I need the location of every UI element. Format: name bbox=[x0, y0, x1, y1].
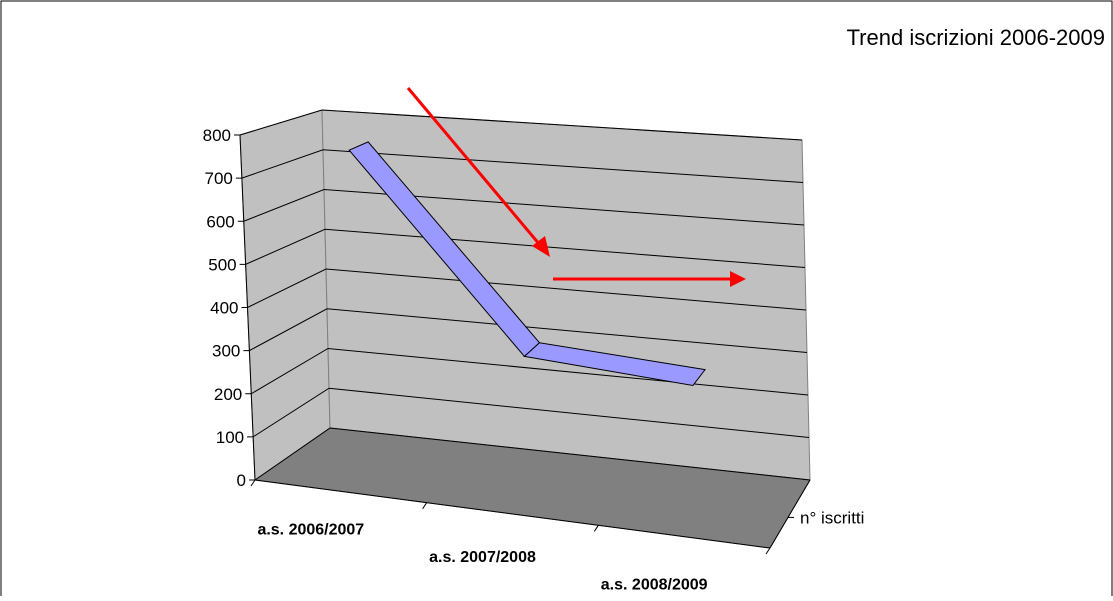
z-axis bbox=[769, 479, 811, 549]
grid-line bbox=[247, 268, 807, 311]
x-tick-label: a.s. 2006/2007 bbox=[257, 521, 364, 538]
y-tick-label: 0 bbox=[237, 471, 246, 490]
y-axis bbox=[239, 134, 256, 481]
grid-line bbox=[249, 308, 808, 353]
grid-line bbox=[252, 387, 810, 438]
x-tick-label: a.s. 2007/2008 bbox=[429, 549, 536, 566]
arrow-right bbox=[553, 271, 746, 287]
grid-line bbox=[243, 188, 805, 226]
grid-line bbox=[241, 149, 804, 183]
y-tick-label: 600 bbox=[206, 212, 234, 231]
x-tick-label: a.s. 2008/2009 bbox=[601, 577, 708, 594]
grid-line bbox=[245, 228, 806, 268]
legend-label: n° iscritti bbox=[800, 508, 864, 527]
x-tick-mark bbox=[593, 525, 599, 532]
ribbon-segment bbox=[523, 342, 706, 387]
plot-area: 0 100 200 300 400 500 600 700 800 a.s. 2006/2007 a… bbox=[203, 109, 864, 594]
y-tick-label: 300 bbox=[212, 342, 240, 361]
x-tick-mark bbox=[422, 502, 428, 509]
y-tick-label: 100 bbox=[216, 428, 244, 447]
x-axis bbox=[254, 479, 771, 549]
x-tick-mark bbox=[765, 547, 771, 555]
y-tick-label: 500 bbox=[208, 255, 236, 274]
grid-line bbox=[239, 109, 803, 141]
y-tick-label: 800 bbox=[203, 126, 231, 145]
grid-line bbox=[254, 427, 811, 481]
y-tick-label: 700 bbox=[205, 169, 233, 188]
y-tick-label: 200 bbox=[214, 385, 242, 404]
back-wall bbox=[321, 109, 811, 481]
left-wall bbox=[239, 109, 331, 481]
chart-title: Trend iscrizioni 2006-2009 bbox=[847, 25, 1105, 50]
y-tick-label: 400 bbox=[210, 299, 238, 318]
grid-line bbox=[250, 347, 809, 396]
arrow-down bbox=[406, 87, 550, 257]
x-tick-mark bbox=[250, 479, 256, 487]
